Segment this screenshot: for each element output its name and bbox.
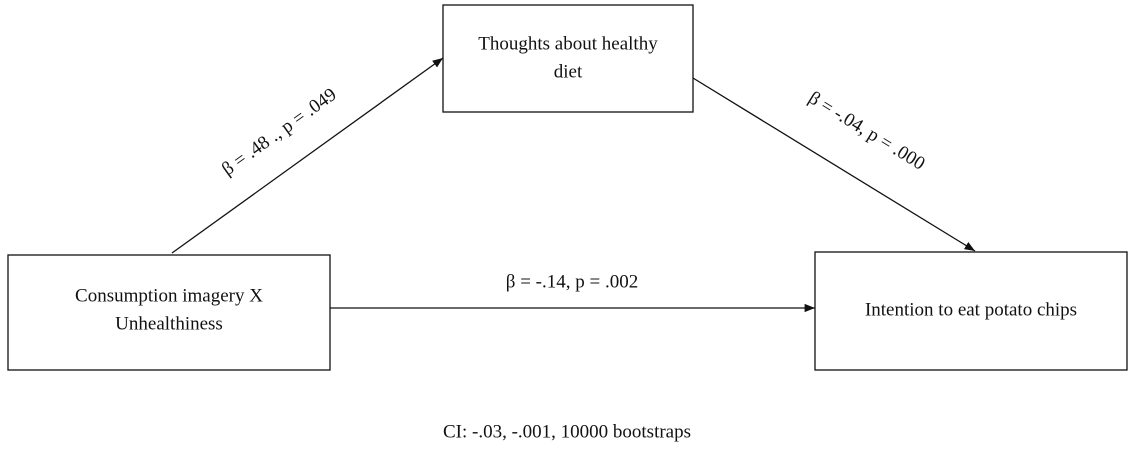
edge-label: β = -.04, p = .000 (805, 87, 929, 174)
node-label: diet (554, 61, 583, 82)
node-box (814, 251, 1128, 371)
node-label: Unhealthiness (115, 313, 223, 334)
arrow (692, 77, 976, 252)
edge-label: β = .48 ., p = .049 (218, 84, 340, 180)
node-label: Intention to eat potato chips (865, 299, 1077, 320)
node-box (7, 254, 331, 371)
node-label: Thoughts about healthy (478, 33, 658, 54)
arrow (171, 57, 444, 254)
edge-label: β = -.14, p = .002 (506, 271, 638, 292)
node-box (442, 4, 694, 113)
footer-note: CI: -.03, -.001, 10000 bootstraps (443, 421, 691, 442)
node-label: Consumption imagery X (75, 285, 263, 306)
